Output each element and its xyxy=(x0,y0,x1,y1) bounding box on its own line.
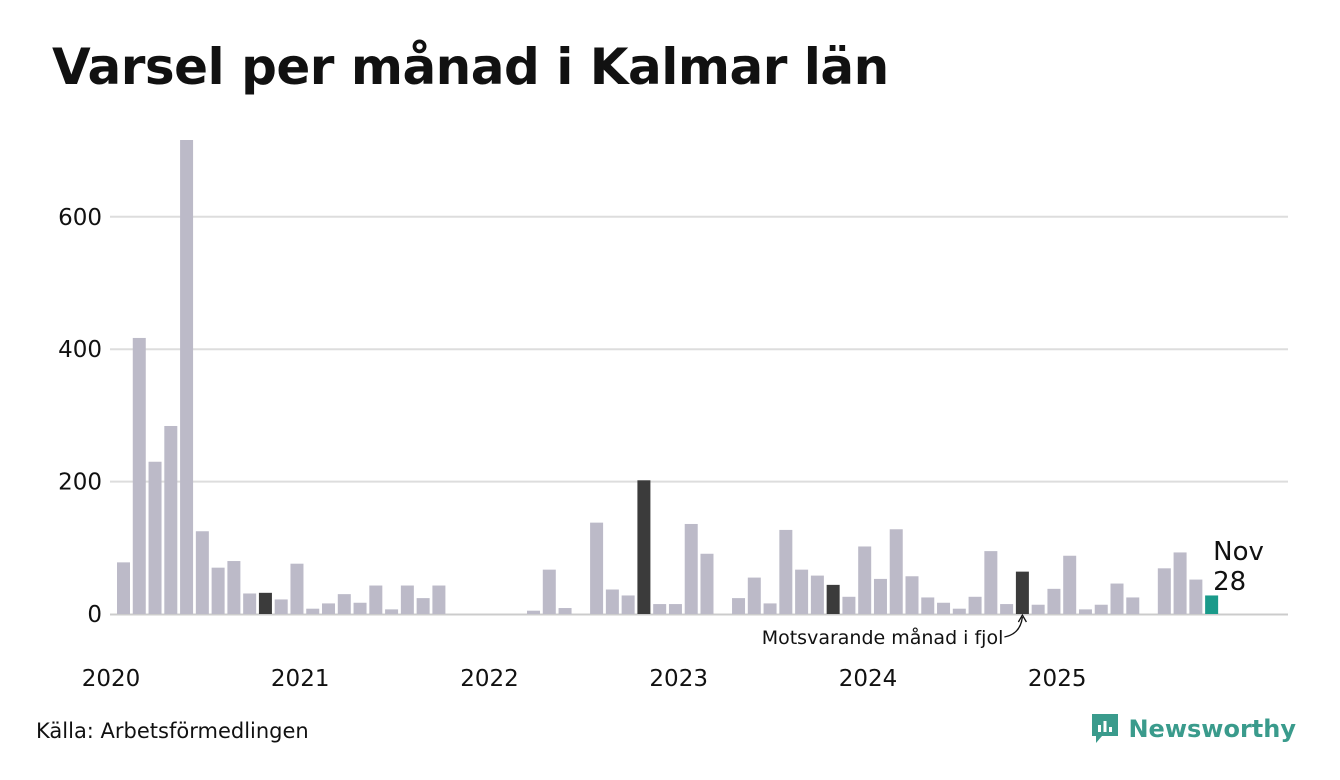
y-tick-label-400: 400 xyxy=(58,337,102,363)
x-tick-label-2022: 2022 xyxy=(460,666,519,692)
annotation-label: Motsvarande månad i fjol xyxy=(762,626,1004,649)
y-tick-label-200: 200 xyxy=(58,470,102,496)
bar-2023-07 xyxy=(779,529,793,614)
bar-2022-10 xyxy=(637,480,651,614)
bar-2024-08 xyxy=(984,551,998,614)
bar-2020-08 xyxy=(227,561,241,614)
bar-2020-12 xyxy=(290,563,304,614)
x-tick-label-2024: 2024 xyxy=(839,666,898,692)
bar-2021-03 xyxy=(337,594,351,614)
bar-2025-04 xyxy=(1110,583,1124,614)
bar-2023-01 xyxy=(684,523,698,614)
bar-2025-02 xyxy=(1078,609,1092,614)
bar-2021-02 xyxy=(322,603,336,614)
bar-2022-09 xyxy=(621,595,635,614)
bar-2020-02 xyxy=(132,337,146,614)
current-month-value: 28 xyxy=(1213,567,1246,597)
bar-2022-08 xyxy=(605,589,619,614)
bar-2024-07 xyxy=(968,596,982,614)
bar-2024-12 xyxy=(1047,588,1061,614)
bar-2022-12 xyxy=(668,604,682,614)
bar-2023-02 xyxy=(700,553,714,614)
bar-2020-04 xyxy=(164,425,178,614)
bar-2025-01 xyxy=(1063,555,1077,614)
bar-2020-05 xyxy=(180,140,194,614)
brand-name: Newsworthy xyxy=(1128,715,1296,743)
bar-2021-06 xyxy=(385,609,399,614)
brand-logo[interactable]: Newsworthy xyxy=(1090,712,1296,746)
current-month-label: Nov xyxy=(1213,537,1264,567)
bar-2021-05 xyxy=(369,585,383,614)
bar-2020-09 xyxy=(243,593,257,614)
bar-2024-03 xyxy=(905,576,919,614)
bar-2020-10 xyxy=(258,592,272,614)
x-tick-label-2025: 2025 xyxy=(1028,666,1087,692)
bar-2022-04 xyxy=(542,569,556,614)
bar-2021-09 xyxy=(432,585,446,614)
bar-2024-02 xyxy=(889,529,903,614)
bar-2020-11 xyxy=(274,599,288,614)
x-tick-label-2021: 2021 xyxy=(271,666,330,692)
bar-2025-10 xyxy=(1205,595,1219,614)
x-tick-label-2023: 2023 xyxy=(649,666,708,692)
annotation-arrow-line xyxy=(1004,616,1024,638)
x-tick-label-2020: 2020 xyxy=(82,666,141,692)
bar-2025-08 xyxy=(1173,552,1187,614)
bar-2025-09 xyxy=(1189,579,1203,614)
chart-title: Varsel per månad i Kalmar län xyxy=(52,38,889,96)
bar-2022-11 xyxy=(653,604,667,614)
bar-2022-03 xyxy=(527,610,541,614)
bar-2020-06 xyxy=(195,531,209,614)
bar-2024-01 xyxy=(873,578,887,614)
bar-2023-05 xyxy=(747,577,761,614)
bar-2024-05 xyxy=(937,602,951,614)
bar-2023-10 xyxy=(826,584,840,614)
bar-2025-07 xyxy=(1157,568,1171,614)
bar-2022-07 xyxy=(590,522,604,614)
bar-2025-03 xyxy=(1094,604,1108,614)
bar-2022-05 xyxy=(558,608,572,614)
bar-2023-09 xyxy=(810,575,824,614)
bar-2023-12 xyxy=(858,546,872,614)
bar-2020-07 xyxy=(211,567,225,614)
bar-2020-03 xyxy=(148,461,162,614)
y-tick-label-600: 600 xyxy=(58,205,102,231)
bar-2023-06 xyxy=(763,603,777,614)
bar-2021-04 xyxy=(353,602,367,614)
bar-2020-01 xyxy=(117,562,130,614)
source-label: Källa: Arbetsförmedlingen xyxy=(36,719,309,743)
y-tick-label-0: 0 xyxy=(87,602,102,628)
bar-2024-06 xyxy=(952,608,966,614)
bar-2025-05 xyxy=(1126,597,1140,614)
bar-2024-04 xyxy=(921,597,935,614)
bar-2023-04 xyxy=(732,598,746,614)
bar-2024-09 xyxy=(1000,604,1014,614)
newsworthy-logo-icon xyxy=(1092,714,1119,743)
annotation-arrowhead xyxy=(1017,613,1027,623)
bar-2021-08 xyxy=(416,598,430,614)
bar-2024-11 xyxy=(1031,604,1045,614)
bar-2023-11 xyxy=(842,596,856,614)
bar-2024-10 xyxy=(1015,571,1029,614)
bar-2021-01 xyxy=(306,608,320,614)
bar-2023-08 xyxy=(795,569,809,614)
bar-2021-07 xyxy=(400,585,414,614)
